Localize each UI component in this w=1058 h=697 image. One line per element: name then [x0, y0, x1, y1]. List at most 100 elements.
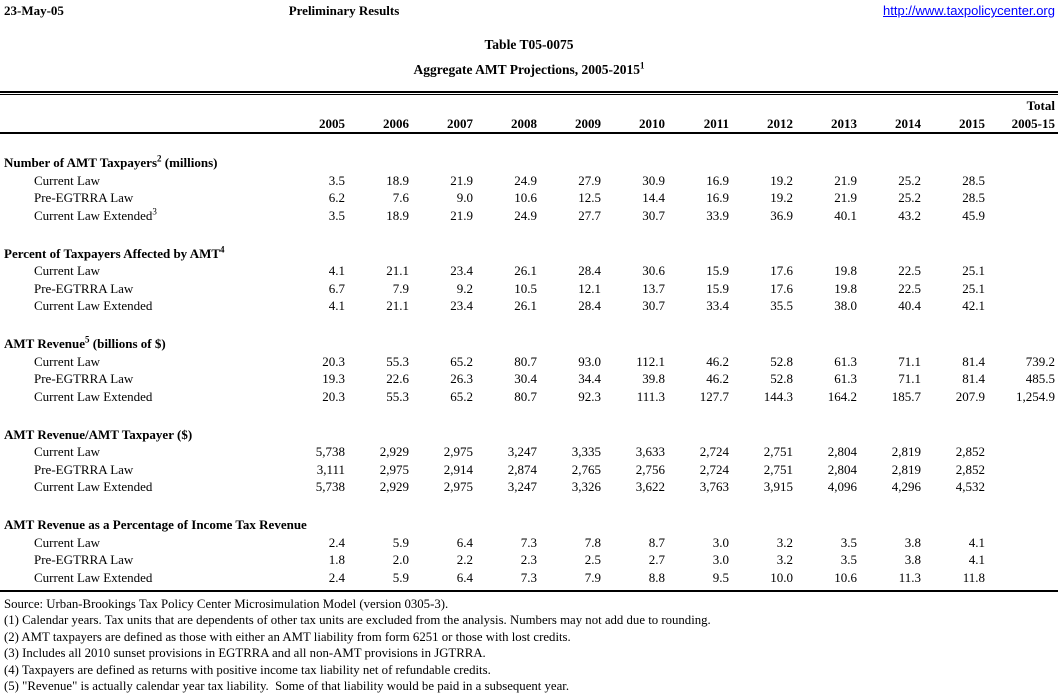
- table-row: Current Law Extended 5,738 2,929 2,975 3,247…: [0, 478, 1058, 496]
- value-cell: 28.5: [962, 172, 985, 188]
- row-label-text: Current Law Extended: [34, 298, 153, 313]
- value-cell: 30.7: [642, 298, 665, 313]
- value-cell: 207.9: [955, 388, 985, 404]
- value-cell: 21.1: [386, 298, 409, 313]
- value-cell: 10.5: [514, 280, 537, 296]
- value-cell: 80.7: [514, 353, 537, 369]
- value-cell: 13.7: [642, 280, 665, 296]
- row-label-text: Current Law: [34, 263, 101, 278]
- value-cell: 2.5: [584, 552, 601, 567]
- value-cell: 19.2: [770, 172, 793, 188]
- row-label: Pre-EGTRRA Law: [0, 460, 284, 478]
- value-cell: 39.8: [642, 371, 665, 386]
- section-title-row: AMT Revenue/AMT Taxpayer ($): [0, 425, 1058, 443]
- value-cell: 7.3: [520, 569, 537, 585]
- value-cell: 185.7: [891, 388, 921, 404]
- value-cell: 71.1: [898, 371, 921, 386]
- value-cell: 7.9: [584, 569, 601, 585]
- table-row: Current Law 5,738 2,929 2,975 3,247 3,335 3,63…: [0, 443, 1058, 461]
- header-link[interactable]: http://www.taxpolicycenter.org: [883, 3, 1055, 18]
- value-cell: 40.4: [898, 298, 921, 313]
- header-spacer-cell: [668, 95, 732, 114]
- header-spacer-cell: [0, 95, 284, 114]
- value-cell: 23.4: [450, 298, 473, 313]
- value-cell: 3,633: [635, 444, 665, 459]
- value-cell: 18.9: [386, 172, 409, 188]
- spacer-cell: [0, 314, 1058, 334]
- value-cell: 25.2: [898, 190, 921, 205]
- value-cell: 10.6: [514, 190, 537, 205]
- header-spacer-cell: [476, 95, 540, 114]
- value-cell: 2,874: [507, 461, 537, 477]
- value-cell: 3.0: [712, 552, 729, 567]
- row-label-text: Current Law: [34, 444, 101, 459]
- value-cell: 7.9: [392, 280, 409, 296]
- row-label-text: Current Law: [34, 534, 101, 550]
- row-label: Pre-EGTRRA Law: [0, 551, 284, 569]
- subtitle-footnote-ref: 1: [639, 60, 645, 71]
- table-row: Current Law 4.1 21.1 23.4 26.1 28.4 30.6 15.9 17…: [0, 262, 1058, 280]
- footnote-line: (1) Calendar years. Tax units that are d…: [4, 613, 711, 628]
- value-cell: 2.2: [456, 552, 473, 567]
- value-cell: 27.7: [578, 207, 601, 223]
- value-cell: 2,852: [955, 444, 985, 459]
- value-cell: 2,804: [827, 444, 857, 459]
- table-row: Current Law Extended3 3.5 18.9 21.9 24.9 27.7…: [0, 206, 1058, 224]
- value-cell: 2,756: [635, 461, 665, 477]
- value-cell: 17.6: [770, 263, 793, 278]
- value-cell: 16.9: [706, 190, 729, 205]
- table-subtitle: Aggregate AMT Projections, 2005-20151: [0, 60, 1058, 78]
- value-cell: 3,763: [699, 479, 729, 494]
- value-cell: 12.5: [578, 190, 601, 205]
- value-cell: 4.1: [328, 298, 345, 313]
- table-top-rule: [0, 91, 1058, 95]
- row-label-text: Current Law: [34, 353, 101, 369]
- value-cell: 3.5: [328, 172, 345, 188]
- value-cell: 7.6: [392, 190, 409, 205]
- value-cell: 30.9: [642, 172, 665, 188]
- table-row: Current Law 2.4 5.9 6.4 7.3 7.8 8.7 3.0 3.2 3.5 3.…: [0, 533, 1058, 551]
- row-label-text: Pre-EGTRRA Law: [34, 371, 134, 386]
- value-cell: 6.7: [328, 280, 345, 296]
- footnote-line: (5) "Revenue" is actually calendar year …: [4, 679, 570, 694]
- value-cell: 2,929: [379, 444, 409, 459]
- row-label-text: Pre-EGTRRA Law: [34, 552, 134, 567]
- table-row: Current Law Extended 20.3 55.3 65.2 80.7 92.3…: [0, 387, 1058, 405]
- value-cell: 52.8: [770, 353, 793, 369]
- year-header-2014: 2014: [895, 116, 921, 131]
- section-spacer-row: [0, 224, 1058, 244]
- value-cell: 65.2: [450, 388, 473, 404]
- value-cell: 18.9: [386, 207, 409, 223]
- value-cell: 34.4: [578, 371, 601, 386]
- value-cell: 55.3: [386, 353, 409, 369]
- value-cell: 61.3: [834, 371, 857, 386]
- footnote-ref: 5: [85, 334, 90, 345]
- value-cell: 3.5: [840, 534, 857, 550]
- row-label: Current Law Extended: [0, 478, 284, 496]
- value-cell: 14.4: [642, 190, 665, 205]
- value-cell: 10.0: [770, 569, 793, 585]
- year-header-2013: 2013: [831, 116, 857, 131]
- year-header-2005: 2005: [319, 116, 345, 131]
- section-title-text: AMT Revenue as a Percentage of Income Ta…: [4, 517, 307, 532]
- table-row: Pre-EGTRRA Law 19.3 22.6 26.3 30.4 34.4 39.8 46…: [0, 370, 1058, 388]
- value-cell: 2,975: [379, 461, 409, 477]
- total-cell: [988, 478, 1058, 496]
- year-header-2010: 2010: [639, 116, 665, 131]
- value-cell: 28.4: [578, 298, 601, 313]
- row-label-text: Pre-EGTRRA Law: [34, 280, 134, 296]
- value-cell: 27.9: [578, 172, 601, 188]
- value-cell: 6.4: [456, 569, 473, 585]
- table-header: Total 2005 2006 2007 2008 2009 2010 2011 2012 20…: [0, 95, 1058, 133]
- value-cell: 2,929: [379, 479, 409, 494]
- section-title: Number of AMT Taxpayers2 (millions): [0, 153, 1058, 171]
- row-label-text: Current Law Extended: [34, 479, 153, 494]
- value-cell: 11.3: [898, 569, 921, 585]
- value-cell: 2,975: [443, 479, 473, 494]
- value-cell: 3.5: [328, 207, 345, 223]
- header-spacer-cell: [284, 95, 348, 114]
- year-header-2011: 2011: [703, 116, 729, 131]
- total-cell: [988, 206, 1058, 224]
- section-spacer-row: [0, 405, 1058, 425]
- value-cell: 21.9: [834, 172, 857, 188]
